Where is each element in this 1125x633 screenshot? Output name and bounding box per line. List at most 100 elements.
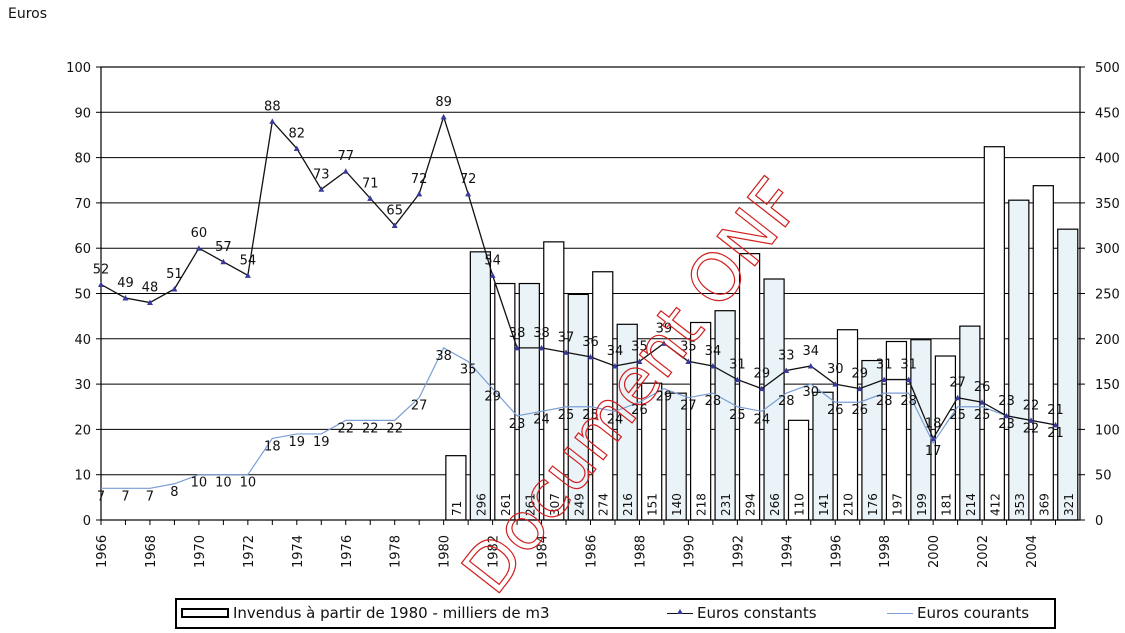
x-tick-label: 2002 (976, 535, 991, 568)
legend-swatch-constants (667, 608, 693, 614)
label-euros-courants: 25 (949, 408, 966, 423)
line-euros-constants (100, 114, 1056, 440)
marker-euros-constants (342, 168, 349, 174)
label-euros-constants: 77 (337, 149, 354, 164)
marker-euros-constants (660, 340, 667, 346)
marker-euros-constants (122, 295, 129, 301)
label-euros-courants: 23 (509, 417, 526, 432)
label-euros-courants: 8 (170, 485, 178, 500)
label-euros-courants: 7 (97, 489, 105, 504)
x-tick-label: 1986 (585, 535, 600, 568)
label-euros-courants: 25 (582, 408, 599, 423)
bar-value-label: 321 (1062, 493, 1076, 516)
y-right-tick-label: 50 (1095, 469, 1112, 484)
marker-euros-constants (489, 272, 496, 278)
label-euros-constants: 73 (313, 167, 330, 182)
bar (836, 329, 859, 521)
bar-value-label: 274 (597, 493, 611, 516)
legend-item-invendus: Invendus à partir de 1980 - milliers de … (181, 604, 550, 622)
label-euros-courants: 28 (778, 394, 795, 409)
bar (1057, 228, 1079, 521)
y-left-tick-label: 50 (74, 288, 91, 303)
label-euros-courants: 18 (264, 439, 281, 454)
marker-euros-constants (293, 145, 300, 152)
label-euros-courants: 10 (215, 476, 232, 491)
label-euros-courants: 24 (533, 412, 550, 427)
label-euros-constants: 54 (240, 253, 257, 268)
bar-value-label: 110 (793, 493, 807, 516)
y-left-tick-label: 60 (74, 242, 91, 257)
label-euros-courants: 25 (729, 408, 746, 423)
y-right-tick-label: 150 (1095, 378, 1120, 393)
marker-euros-constants (244, 272, 251, 278)
marker-euros-constants (783, 367, 790, 374)
marker-euros-constants (856, 385, 863, 392)
bar-value-label: 141 (817, 493, 831, 516)
x-tick-label: 1982 (487, 535, 502, 568)
marker-euros-constants (734, 376, 741, 383)
label-euros-constants: 29 (754, 367, 771, 382)
label-euros-constants: 33 (778, 349, 795, 364)
label-euros-courants: 7 (121, 489, 129, 504)
label-euros-courants: 22 (1023, 421, 1040, 436)
label-euros-constants: 39 (656, 321, 673, 336)
marker-euros-constants (563, 349, 570, 355)
label-euros-constants: 29 (851, 367, 868, 382)
marker-euros-constants (538, 344, 545, 351)
y-left-tick-label: 0 (83, 514, 91, 529)
bar-value-label: 218 (695, 493, 709, 516)
label-euros-constants: 82 (289, 127, 306, 142)
label-euros-constants: 54 (484, 253, 501, 268)
y-left-tick-label: 80 (74, 152, 91, 167)
marker-euros-constants (367, 195, 374, 201)
x-tick-label: 1990 (682, 535, 697, 568)
legend-item-constants: Euros constants (667, 604, 817, 622)
legend-label-invendus: Invendus à partir de 1980 - milliers de … (233, 604, 550, 622)
x-tick-label: 1984 (536, 535, 551, 568)
label-euros-constants: 35 (680, 339, 697, 354)
bar (1032, 185, 1054, 521)
x-tick-label: 1966 (95, 535, 110, 568)
bar-value-label: 266 (768, 493, 782, 516)
marker-euros-constants (416, 190, 423, 197)
x-tick-label: 1988 (633, 535, 648, 568)
label-euros-courants: 27 (411, 399, 428, 414)
y-left-tick-label: 30 (74, 378, 91, 393)
marker-euros-constants (1052, 421, 1059, 428)
label-euros-constants: 38 (533, 326, 550, 341)
marker-euros-constants (905, 376, 912, 383)
label-euros-courants: 26 (631, 403, 648, 418)
label-euros-constants: 36 (582, 335, 599, 350)
label-euros-courants: 19 (313, 435, 330, 450)
label-euros-courants: 21 (1047, 426, 1064, 441)
bar-value-label: 261 (523, 493, 537, 516)
x-tick-label: 1972 (242, 535, 257, 568)
label-euros-courants: 25 (558, 408, 575, 423)
bar-value-label: 151 (646, 493, 660, 516)
label-euros-constants: 23 (998, 394, 1015, 409)
y-left-tick-label: 20 (74, 423, 91, 438)
marker-euros-constants (758, 385, 765, 392)
x-tick-label: 1998 (878, 535, 893, 568)
bar (983, 146, 1005, 521)
label-euros-constants: 31 (900, 358, 917, 373)
label-euros-constants: 49 (117, 276, 134, 291)
bar-value-label: 249 (572, 493, 586, 516)
marker-euros-constants (1028, 417, 1035, 423)
label-euros-courants: 28 (900, 394, 917, 409)
y-left-tick-label: 70 (74, 197, 91, 212)
y-left-tick-label: 90 (74, 106, 91, 121)
marker-euros-constants (832, 381, 839, 387)
y-right-tick-label: 250 (1095, 288, 1120, 303)
bar-value-label: 199 (915, 493, 929, 516)
label-euros-constants: 51 (166, 267, 183, 282)
marker-euros-constants (930, 435, 937, 441)
label-euros-courants: 25 (974, 408, 991, 423)
marker-euros-constants (881, 376, 888, 383)
x-tick-label: 1992 (731, 535, 746, 568)
label-euros-constants: 52 (93, 262, 110, 277)
label-euros-constants: 27 (949, 376, 966, 391)
label-euros-constants: 60 (191, 226, 208, 241)
x-tick-label: 1996 (829, 535, 844, 568)
label-euros-constants: 34 (803, 344, 820, 359)
